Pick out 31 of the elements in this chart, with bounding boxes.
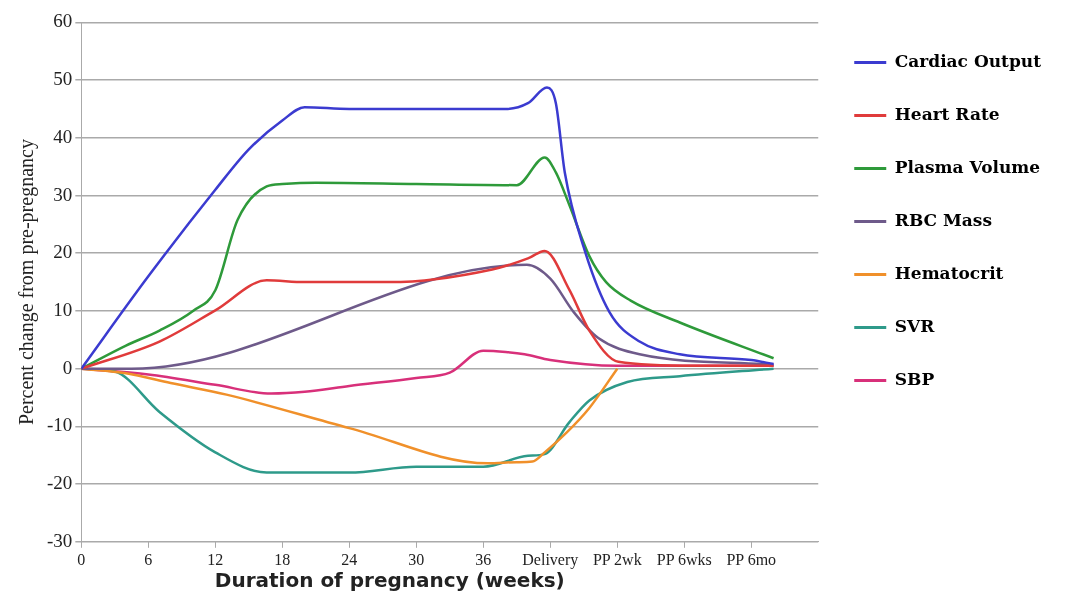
y-tick-label: 10 [53,298,73,320]
legend-label: Heart Rate [894,103,1000,124]
x-tick-label: 24 [341,550,358,568]
y-tick-label: 60 [53,10,73,32]
y-tick-label: 40 [53,125,73,147]
y-tick-label: -30 [47,529,73,551]
x-axis-title: Duration of pregnancy (weeks) [214,568,565,592]
y-tick-label: 50 [53,68,73,90]
y-tick-label: 30 [53,183,73,205]
legend-label: RBC Mass [894,209,992,230]
x-tick-label: 0 [77,550,86,568]
legend-label: Cardiac Output [894,50,1042,71]
x-tick-label: 12 [207,550,224,568]
line-series [81,86,775,370]
legend-label: Plasma Volume [894,156,1041,177]
x-tick-label: PP 6mo [726,550,777,568]
x-tick-label: 18 [274,550,291,568]
legend-label: SBP [894,368,935,389]
legend-label: Hematocrit [894,262,1004,283]
y-tick-label: -10 [47,414,73,436]
y-tick-label: 20 [53,241,73,263]
y-axis-title: Percent change from pre-pregnancy [15,139,39,426]
x-tick-label: PP 2wk [592,550,642,568]
x-tick-label: PP 6wks [656,550,712,568]
x-tick-label: 6 [144,550,153,568]
legend-label: SVR [894,315,936,336]
x-tick-label: 36 [475,550,492,568]
x-tick-label: 30 [408,550,425,568]
y-tick-label: -20 [47,472,73,494]
x-tick-label: Delivery [522,550,579,569]
y-tick-label: 0 [62,356,73,378]
